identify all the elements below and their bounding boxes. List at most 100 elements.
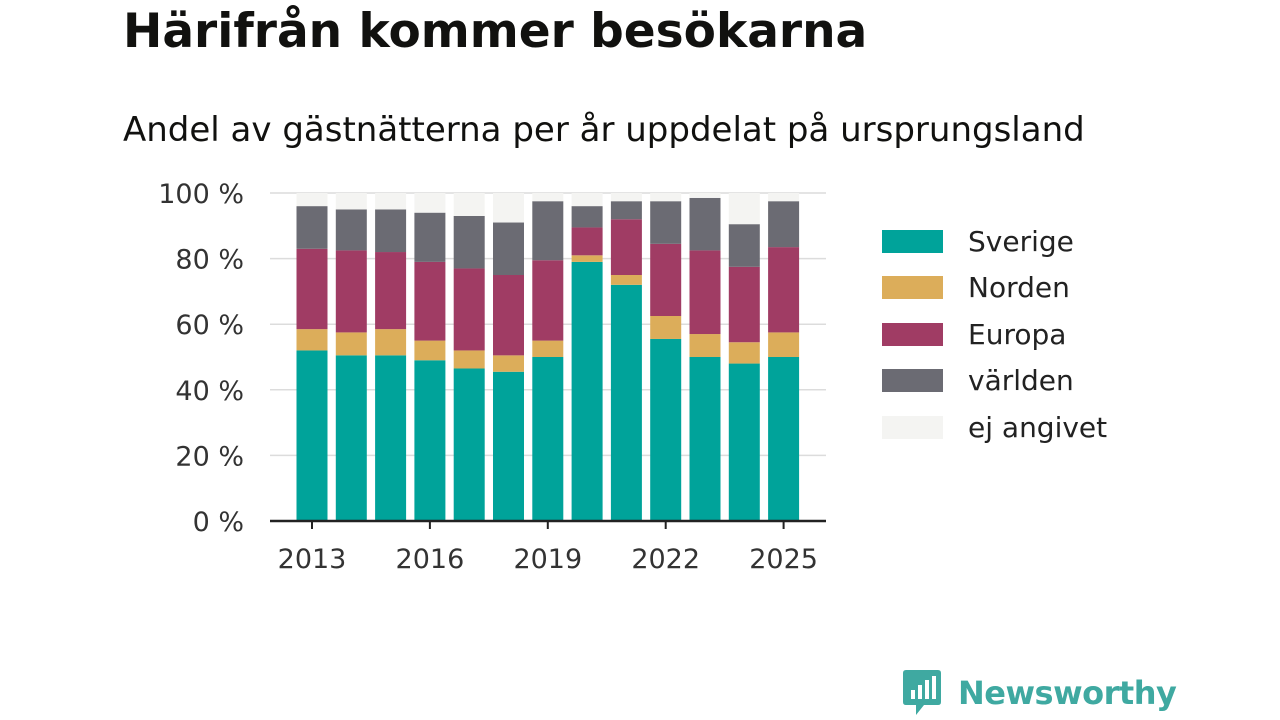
bar-segment-europa-2019 bbox=[532, 260, 564, 341]
bar-segment-världen-2017 bbox=[453, 215, 485, 269]
bar-segment-europa-2018 bbox=[493, 275, 524, 356]
y-tick-label: 80 % bbox=[175, 245, 244, 276]
bar-segment-ej-angivet-2015 bbox=[375, 193, 407, 210]
brand-name: Newsworthy bbox=[958, 674, 1177, 712]
bar-segment-världen-2018 bbox=[493, 222, 524, 275]
chart-subtitle: Andel av gästnätterna per år uppdelat på… bbox=[123, 110, 1085, 150]
bar-segment-norden-2022 bbox=[650, 316, 682, 339]
bar-segment-sverige-2015 bbox=[375, 355, 407, 521]
bar-segment-europa-2016 bbox=[414, 261, 446, 341]
axes: 0 % 20 % 40 % 60 % 80 % 100 % 2013 2016 2019 2022… bbox=[158, 179, 826, 575]
legend-item: Europa bbox=[882, 311, 1107, 358]
bar-segment-sverige-2019 bbox=[532, 357, 564, 521]
bar-segment-norden-2015 bbox=[375, 329, 407, 356]
legend-swatch bbox=[882, 229, 943, 253]
bar-segment-ej-angivet-2019 bbox=[532, 193, 564, 202]
legend-label: Sverige bbox=[968, 224, 1074, 258]
bar-segment-ej-angivet-2016 bbox=[414, 193, 446, 213]
y-tick-label: 20 % bbox=[175, 441, 244, 472]
bar-segment-ej-angivet-2025 bbox=[768, 193, 800, 202]
bar-segment-ej-angivet-2014 bbox=[335, 193, 367, 210]
bar-segment-världen-2025 bbox=[768, 201, 800, 248]
legend-label: Europa bbox=[968, 317, 1067, 351]
x-tick-label: 2013 bbox=[278, 544, 347, 575]
newsworthy-logo-icon bbox=[903, 670, 941, 715]
legend-swatch bbox=[882, 415, 943, 439]
x-tick-label: 2019 bbox=[513, 544, 582, 575]
bars bbox=[296, 193, 800, 521]
legend-item: ej angivet bbox=[882, 404, 1107, 451]
bar-segment-europa-2020 bbox=[571, 227, 603, 256]
brand-logo: Newsworthy bbox=[902, 668, 1177, 718]
bar-segment-norden-2017 bbox=[453, 350, 485, 369]
legend-item: Sverige bbox=[882, 218, 1107, 265]
bar-segment-sverige-2022 bbox=[650, 338, 682, 521]
bar-segment-ej-angivet-2023 bbox=[689, 193, 721, 198]
bar-segment-norden-2021 bbox=[610, 275, 642, 285]
legend-swatch bbox=[882, 322, 943, 346]
bar-segment-norden-2023 bbox=[689, 334, 721, 357]
bar-segment-sverige-2017 bbox=[453, 368, 485, 521]
bar-segment-sverige-2021 bbox=[610, 284, 642, 521]
bar-segment-ej-angivet-2022 bbox=[650, 193, 682, 202]
bar-segment-europa-2021 bbox=[610, 219, 642, 275]
y-tick-label: 40 % bbox=[175, 376, 244, 407]
bar-segment-ej-angivet-2024 bbox=[728, 193, 760, 225]
bar-segment-europa-2025 bbox=[768, 247, 800, 333]
bar-segment-ej-angivet-2020 bbox=[571, 193, 603, 207]
page-title: Härifrån kommer besökarna bbox=[123, 4, 868, 59]
bar-segment-världen-2022 bbox=[650, 201, 682, 244]
legend-label: ej angivet bbox=[968, 410, 1108, 444]
y-tick-label: 60 % bbox=[175, 310, 244, 341]
bar-segment-sverige-2016 bbox=[414, 360, 446, 521]
bar-segment-sverige-2025 bbox=[768, 357, 800, 521]
x-tick-label: 2025 bbox=[749, 544, 818, 575]
bar-segment-sverige-2024 bbox=[728, 363, 760, 521]
bar-segment-världen-2016 bbox=[414, 212, 446, 262]
bar-segment-ej-angivet-2018 bbox=[493, 193, 524, 223]
bar-segment-världen-2013 bbox=[296, 206, 328, 249]
bar-segment-världen-2014 bbox=[335, 209, 367, 251]
bar-segment-ej-angivet-2013 bbox=[296, 193, 328, 207]
bar-segment-världen-2015 bbox=[375, 209, 407, 253]
bar-segment-världen-2023 bbox=[689, 197, 721, 251]
bar-segment-sverige-2018 bbox=[493, 371, 524, 521]
y-tick-label: 0 % bbox=[193, 507, 244, 538]
bar-segment-europa-2024 bbox=[728, 266, 760, 343]
bar-segment-sverige-2023 bbox=[689, 357, 721, 521]
x-tick-label: 2016 bbox=[396, 544, 465, 575]
bar-segment-norden-2013 bbox=[296, 329, 328, 351]
legend-label: världen bbox=[968, 364, 1074, 398]
bar-segment-sverige-2014 bbox=[335, 355, 367, 521]
bar-segment-världen-2024 bbox=[728, 224, 760, 267]
bar-segment-sverige-2013 bbox=[296, 350, 328, 521]
stacked-bar-chart: 0 % 20 % 40 % 60 % 80 % 100 % 2013 2016 2019 2022… bbox=[158, 179, 826, 575]
bar-segment-europa-2017 bbox=[453, 268, 485, 351]
bar-segment-norden-2019 bbox=[532, 340, 564, 357]
bar-segment-europa-2022 bbox=[650, 243, 682, 316]
bar-segment-världen-2020 bbox=[571, 206, 603, 228]
bar-segment-norden-2025 bbox=[768, 332, 800, 357]
bar-segment-ej-angivet-2021 bbox=[610, 193, 642, 202]
legend-item: Norden bbox=[882, 265, 1107, 312]
legend-swatch bbox=[882, 369, 943, 393]
bar-segment-norden-2014 bbox=[335, 332, 367, 356]
bar-segment-ej-angivet-2017 bbox=[453, 193, 485, 216]
bar-segment-norden-2018 bbox=[493, 355, 524, 372]
bar-segment-europa-2013 bbox=[296, 248, 328, 330]
x-tick-label: 2022 bbox=[631, 544, 700, 575]
bar-segment-sverige-2020 bbox=[571, 261, 603, 521]
bar-segment-europa-2014 bbox=[335, 250, 367, 333]
bar-segment-norden-2016 bbox=[414, 340, 446, 361]
legend-swatch bbox=[882, 276, 943, 300]
legend-item: världen bbox=[882, 358, 1107, 405]
bar-segment-norden-2024 bbox=[728, 342, 760, 364]
chart-legend: Sverige Norden Europa världen ej angivet bbox=[882, 218, 1107, 451]
bar-segment-norden-2020 bbox=[571, 255, 603, 262]
bar-segment-europa-2023 bbox=[689, 250, 721, 335]
legend-label: Norden bbox=[968, 271, 1070, 305]
bar-segment-världen-2019 bbox=[532, 201, 564, 261]
bar-segment-världen-2021 bbox=[610, 201, 642, 220]
y-tick-label: 100 % bbox=[158, 179, 244, 210]
bar-segment-europa-2015 bbox=[375, 252, 407, 330]
